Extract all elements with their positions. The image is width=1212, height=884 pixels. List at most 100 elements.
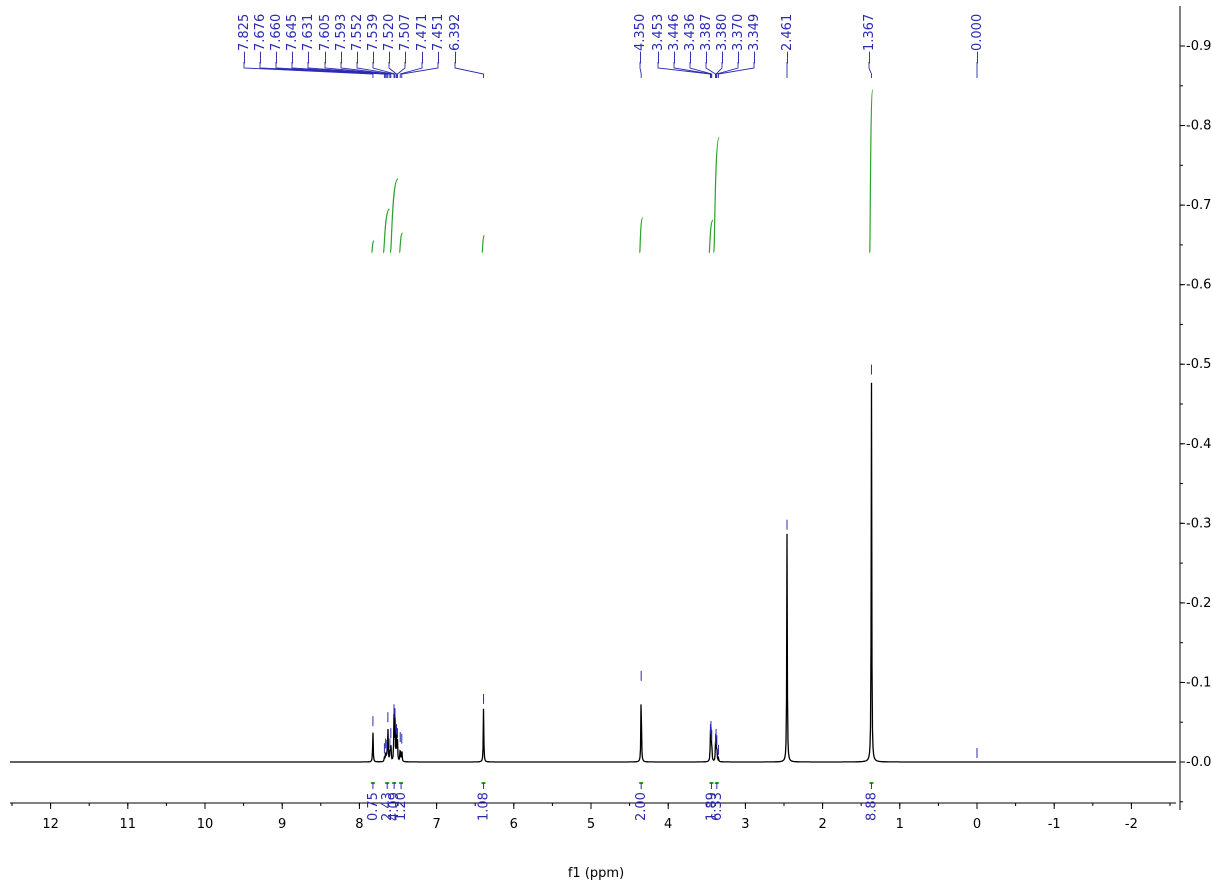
- peak-label-connector: [689, 62, 713, 78]
- peak-label-connector: [705, 62, 716, 78]
- peak-label-connector: [372, 62, 396, 78]
- peak-label: —3.436: [683, 14, 698, 64]
- integral-label: 2.43: [380, 792, 395, 821]
- peak-label-connector: [397, 62, 406, 78]
- integral-curve: [398, 232, 404, 254]
- peak-label: —7.825: [237, 14, 252, 64]
- integral-curve: [382, 208, 391, 254]
- peak-label-connector: [718, 62, 755, 78]
- x-tick-label: 5: [587, 817, 595, 832]
- integral-label: 1.08: [477, 792, 492, 821]
- peak-label-connector: [657, 62, 711, 78]
- peak-label: —1.367: [862, 14, 877, 64]
- integral-label: 1.89: [704, 792, 719, 821]
- peak-label-connector: [340, 62, 392, 78]
- peak-label: —7.552: [350, 14, 365, 64]
- peak-label: —3.453: [651, 14, 666, 64]
- peak-label-connector: [401, 62, 439, 78]
- x-tick-label: 11: [120, 817, 137, 832]
- x-tick-label: 7: [432, 817, 440, 832]
- integral-label: 8.88: [864, 792, 879, 821]
- peak-label-connector: [243, 62, 374, 78]
- x-tick-label: 12: [42, 817, 59, 832]
- x-axis-label: f1 (ppm): [568, 866, 624, 881]
- peak-label: —3.349: [747, 14, 762, 64]
- y-tick-label: -0.8: [1186, 119, 1211, 134]
- peak-label-connector: [356, 62, 395, 78]
- x-tick-label: 2: [818, 817, 826, 832]
- y-tick-label: -0.6: [1186, 278, 1211, 293]
- peak-label-connector: [673, 62, 712, 78]
- peak-label: —3.387: [699, 14, 714, 64]
- peak-label-connector: [259, 62, 385, 78]
- peak-label-connector: [454, 62, 484, 78]
- integral-label: 6.33: [710, 792, 725, 821]
- integral-label: 0.75: [366, 792, 381, 821]
- x-tick-label: 0: [973, 817, 981, 832]
- integral-curve: [481, 234, 486, 254]
- x-tick-label: 1: [896, 817, 904, 832]
- integral-curve: [371, 240, 375, 254]
- x-axis: 12 11 10 9 8 7 6 5 4 3 2 1 0 -1 -2: [10, 802, 1176, 832]
- peak-labels: —7.825 —7.676 —7.660 —7.645 —7.631 —7.605 —7.5…: [237, 14, 985, 78]
- peak-label: —7.507: [398, 14, 413, 64]
- y-tick-label: -0.0: [1186, 755, 1211, 770]
- spectrum: [10, 382, 1176, 763]
- peak-label: —7.593: [334, 14, 349, 64]
- x-tick-label: 9: [278, 817, 286, 832]
- y-axis: -0.0 -0.1 -0.2 -0.3 -0.4 -0.5 -0.6 -0.7 -0.8 -0.9: [1179, 6, 1211, 810]
- x-tick-label: 3: [741, 817, 749, 832]
- y-tick-label: -0.4: [1186, 437, 1211, 452]
- peak-markers: [372, 364, 978, 758]
- y-tick-label: -0.5: [1186, 357, 1211, 372]
- peak-label-connector: [324, 62, 391, 78]
- integral-curves: [371, 89, 874, 254]
- spectrum-line: [10, 382, 1176, 763]
- x-tick-label: 10: [197, 817, 214, 832]
- peak-label-connector: [716, 62, 739, 78]
- peak-label: —2.461: [780, 14, 795, 64]
- y-tick-label: -0.7: [1186, 198, 1211, 213]
- integral-bars: 0.75 2.434.091.20 1.08 2.00 1.896.33 8.88: [366, 782, 879, 821]
- peak-label: —4.350: [633, 14, 648, 64]
- peak-label-connector: [307, 62, 389, 78]
- peak-label: —7.605: [318, 14, 333, 64]
- y-tick-label: -0.9: [1186, 39, 1211, 54]
- y-tick-label: -0.3: [1186, 516, 1211, 531]
- peak-label: —7.660: [269, 14, 284, 64]
- y-tick-label: -0.2: [1186, 596, 1211, 611]
- peak-label: —3.370: [731, 14, 746, 64]
- peak-label: —3.446: [667, 14, 682, 64]
- peak-label: —7.676: [253, 14, 268, 64]
- x-tick-label: 8: [355, 817, 363, 832]
- integral-curve: [389, 178, 399, 254]
- x-tick-label: 4: [664, 817, 672, 832]
- integral-curve: [708, 219, 714, 254]
- peak-label-connector: [388, 62, 397, 78]
- peak-label: —3.380: [715, 14, 730, 64]
- peak-label-connector: [868, 62, 872, 78]
- peak-label: —0.000: [970, 14, 985, 64]
- peak-label-connector: [399, 62, 423, 78]
- peak-label-connector: [275, 62, 387, 78]
- peak-label: —7.645: [285, 14, 300, 64]
- integral-label: 4.09: [387, 792, 402, 821]
- integral-curve: [713, 136, 720, 254]
- x-tick-label: 6: [510, 817, 518, 832]
- peak-label: —7.631: [301, 14, 316, 64]
- y-tick-label: -0.1: [1186, 675, 1211, 690]
- x-tick-label: -1: [1048, 817, 1061, 832]
- peak-label: —7.520: [382, 14, 397, 64]
- peak-label: —7.451: [431, 14, 446, 64]
- peak-label-connector: [639, 62, 642, 78]
- peak-label-connector: [715, 62, 723, 78]
- peak-label: —7.539: [366, 14, 381, 64]
- peak-label-connector: [291, 62, 388, 78]
- peak-label: —6.392: [448, 14, 463, 64]
- integral-label: 1.20: [394, 792, 409, 821]
- x-tick-label: -2: [1125, 817, 1138, 832]
- integral-curve: [639, 217, 644, 254]
- integral-curve: [869, 89, 874, 254]
- integral-label: 2.00: [634, 792, 649, 821]
